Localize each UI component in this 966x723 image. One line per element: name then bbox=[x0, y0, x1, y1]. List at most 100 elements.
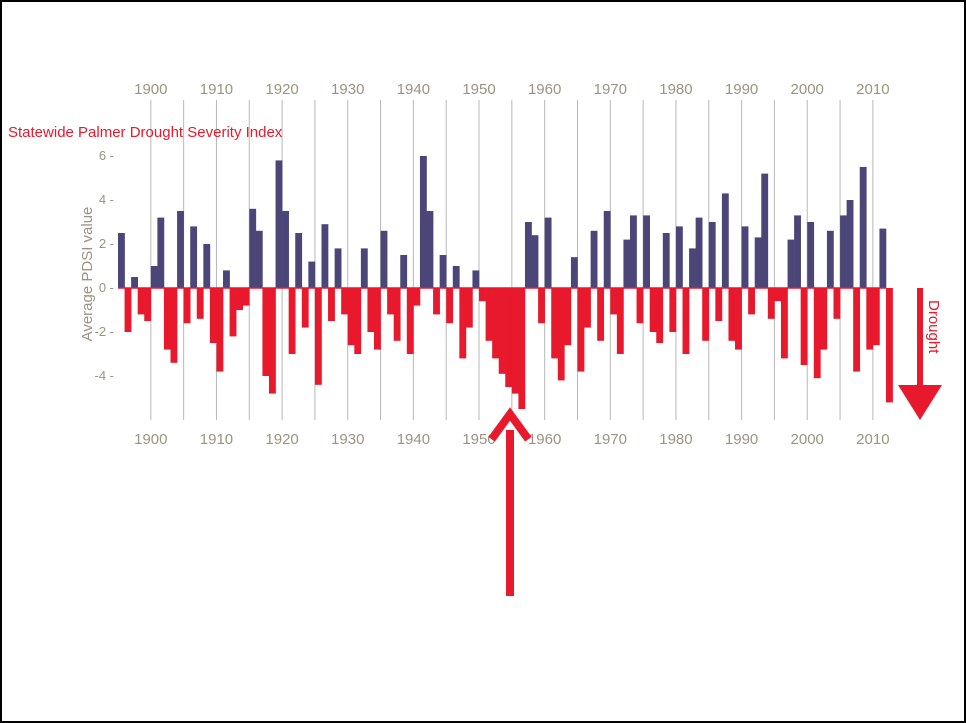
x-tick-label-top: 1930 bbox=[331, 81, 364, 98]
bar bbox=[334, 248, 342, 288]
x-tick-label-top: 1950 bbox=[462, 81, 495, 98]
bar bbox=[616, 288, 624, 354]
bar bbox=[557, 288, 565, 381]
drought-arrow-shaft bbox=[917, 288, 923, 388]
x-tick-label-top: 1990 bbox=[725, 81, 758, 98]
x-axis-bottom: 1900 1910 1920 1930 1940 1950 1960 1970 1980 1990… bbox=[134, 431, 889, 448]
y-tick-label: -2 - bbox=[95, 324, 115, 339]
bar bbox=[282, 211, 289, 288]
x-tick-label-bottom: 1940 bbox=[397, 431, 430, 448]
bar bbox=[459, 288, 467, 359]
x-tick-label-bottom: 1910 bbox=[200, 431, 233, 448]
bar bbox=[840, 215, 847, 288]
x-tick-label-bottom: 1900 bbox=[134, 431, 167, 448]
bar bbox=[367, 288, 375, 332]
bar bbox=[242, 288, 250, 306]
bar bbox=[170, 288, 178, 363]
bar bbox=[229, 288, 237, 337]
bar bbox=[735, 288, 742, 350]
bar bbox=[209, 288, 217, 343]
bar bbox=[236, 288, 244, 310]
bar bbox=[649, 288, 657, 332]
bar bbox=[551, 288, 559, 359]
x-tick-label-top: 1980 bbox=[659, 81, 692, 98]
bar bbox=[413, 288, 421, 306]
bar bbox=[387, 288, 394, 315]
bar bbox=[715, 288, 723, 321]
bar bbox=[144, 288, 152, 321]
bar bbox=[223, 270, 230, 288]
bar bbox=[393, 288, 401, 341]
bars-group bbox=[118, 156, 893, 409]
x-tick-label-bottom: 1970 bbox=[594, 431, 627, 448]
bar bbox=[400, 255, 408, 288]
y-tick-label: -4 - bbox=[95, 368, 115, 383]
bar bbox=[538, 288, 545, 324]
drought-label: Drought bbox=[925, 300, 942, 354]
y-axis-label: Average PDSI value bbox=[79, 207, 96, 342]
bar bbox=[780, 288, 788, 359]
bar bbox=[446, 288, 454, 324]
bar bbox=[328, 288, 335, 321]
x-tick-label-bottom: 1990 bbox=[725, 431, 758, 448]
bar bbox=[137, 288, 145, 315]
bar bbox=[150, 266, 158, 288]
bar bbox=[439, 255, 447, 288]
x-tick-label-top: 1960 bbox=[528, 81, 561, 98]
bar bbox=[682, 288, 690, 354]
bar bbox=[859, 167, 867, 288]
bar bbox=[301, 288, 309, 328]
bar bbox=[183, 288, 191, 324]
chart-title: Statewide Palmer Drought Severity Index bbox=[8, 124, 283, 141]
bar bbox=[177, 211, 184, 288]
bar bbox=[774, 288, 782, 302]
bar bbox=[433, 288, 440, 315]
bar bbox=[196, 288, 204, 319]
bar bbox=[748, 288, 756, 315]
x-tick-label-bottom: 1950 bbox=[462, 431, 495, 448]
bar bbox=[866, 288, 874, 350]
bar bbox=[675, 226, 683, 288]
bar bbox=[255, 230, 263, 288]
bar bbox=[452, 266, 460, 288]
bar bbox=[190, 226, 198, 288]
bar bbox=[794, 215, 801, 288]
bar bbox=[498, 288, 506, 374]
bar bbox=[807, 222, 815, 288]
annotation-up-arrow bbox=[488, 407, 532, 596]
bar bbox=[275, 160, 283, 288]
bar bbox=[419, 156, 427, 288]
bar bbox=[544, 217, 552, 288]
y-tick-label: 4 - bbox=[99, 192, 114, 207]
bar bbox=[820, 288, 828, 350]
bar bbox=[341, 288, 349, 315]
x-tick-label-top: 1940 bbox=[397, 81, 430, 98]
bar bbox=[163, 288, 171, 350]
bar bbox=[603, 211, 611, 288]
x-tick-label-bottom: 1920 bbox=[265, 431, 298, 448]
x-axis-top: 1900 1910 1920 1930 1940 1950 1960 1970 1980 1990… bbox=[134, 81, 889, 98]
bar bbox=[321, 224, 329, 288]
bar bbox=[728, 288, 736, 341]
bar bbox=[695, 217, 703, 288]
bar bbox=[203, 244, 211, 288]
bar bbox=[314, 288, 322, 385]
bar bbox=[787, 239, 795, 288]
bar bbox=[879, 228, 887, 288]
bar bbox=[662, 233, 670, 288]
bar bbox=[406, 288, 414, 354]
bar bbox=[308, 261, 316, 288]
bar bbox=[643, 215, 650, 288]
bar bbox=[708, 222, 716, 288]
bar bbox=[610, 288, 618, 315]
bar bbox=[268, 288, 276, 394]
bar bbox=[485, 288, 493, 341]
bar bbox=[249, 208, 257, 288]
x-tick-label-bottom: 2000 bbox=[791, 431, 824, 448]
bar bbox=[872, 288, 880, 346]
bar bbox=[761, 173, 769, 288]
bar bbox=[216, 288, 224, 372]
x-tick-label-top: 1970 bbox=[594, 81, 627, 98]
bar bbox=[813, 288, 821, 379]
bar bbox=[288, 288, 296, 354]
